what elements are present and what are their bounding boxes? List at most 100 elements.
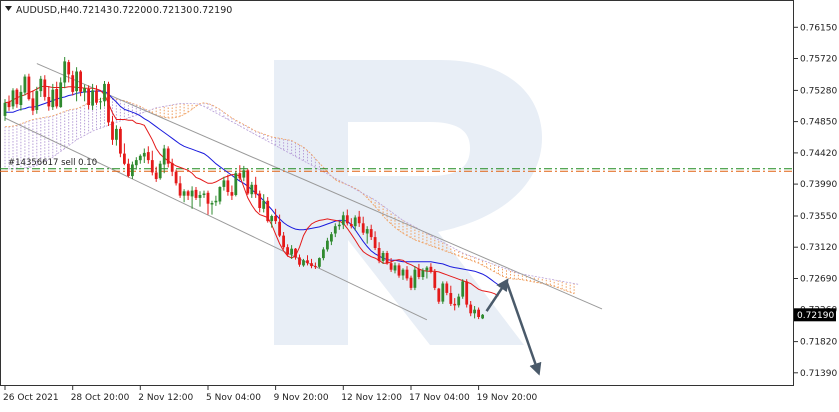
candle-body <box>222 180 226 187</box>
candle-body <box>246 170 250 194</box>
y-tick-label: 0.75280 <box>800 86 837 96</box>
candle-body <box>385 253 389 264</box>
candle-body <box>3 102 7 116</box>
trend-channel <box>4 63 603 321</box>
y-tick-label: 0.73550 <box>800 212 837 222</box>
candle-body <box>150 160 154 173</box>
candle-body <box>302 260 305 266</box>
candle-body <box>441 283 445 302</box>
candle-body <box>393 265 397 271</box>
candle-body <box>274 216 277 222</box>
candle-body <box>234 173 238 195</box>
candle-body <box>330 234 333 242</box>
candle-body <box>481 314 484 319</box>
candle-body <box>174 171 178 184</box>
tenkan-sen-line <box>4 85 499 297</box>
candle-body <box>262 200 266 209</box>
candle-body <box>87 89 90 105</box>
forecast-arrow-up <box>485 278 509 312</box>
candle-body <box>409 277 413 288</box>
candle-body <box>83 88 86 93</box>
candle-body <box>401 269 405 276</box>
candle-body <box>230 192 234 196</box>
candle-body <box>51 89 55 108</box>
candle-body <box>99 101 102 103</box>
candle-body <box>389 263 393 270</box>
candle-body <box>377 248 381 262</box>
ichimoku-cloud <box>4 97 579 295</box>
forecast-arrows <box>485 278 542 376</box>
candle-body <box>318 258 321 267</box>
candle-body <box>186 191 190 196</box>
candle-body <box>369 229 373 238</box>
candle-body <box>294 248 297 258</box>
candle-body <box>413 269 417 288</box>
candle-body <box>55 89 59 107</box>
senkou-span-b <box>5 103 579 285</box>
plot-area-border <box>0 0 794 386</box>
candle-body <box>250 184 254 195</box>
candle-body <box>43 79 47 97</box>
candle-body <box>322 249 325 259</box>
current-price-tag: 0.72190 <box>794 308 836 322</box>
candle-body <box>349 224 353 227</box>
candle-body <box>437 288 441 302</box>
candle-body <box>91 90 94 106</box>
y-tick-label: 0.75720 <box>800 55 837 65</box>
candle-body <box>182 191 186 196</box>
header-symbol: AUDUSD,H4 <box>16 5 73 16</box>
x-tick-label: 5 Nov 04:00 <box>206 393 261 403</box>
candle-body <box>127 163 130 176</box>
candle-body <box>278 221 281 236</box>
candle-body <box>119 128 122 154</box>
x-tick-label: 12 Nov 12:00 <box>341 393 402 403</box>
candle-body <box>353 217 357 227</box>
senkou-span-a <box>5 97 575 295</box>
candle-body <box>469 304 473 314</box>
candle-body <box>286 247 289 255</box>
channel-upper-line <box>36 63 603 310</box>
candle-body <box>190 190 194 197</box>
candle-body <box>23 76 27 93</box>
collapse-triangle-icon[interactable] <box>5 6 12 11</box>
candle-body <box>433 271 437 288</box>
candle-body <box>166 148 170 164</box>
candle-body <box>218 187 222 202</box>
header-low: 0.72130 <box>153 5 192 16</box>
y-tick-label: 0.74420 <box>800 149 837 159</box>
candle-body <box>242 170 246 178</box>
candle-body <box>79 71 82 92</box>
candle-body <box>306 260 309 264</box>
candle-body <box>107 83 110 123</box>
candle-body <box>477 309 480 317</box>
candle-body <box>27 76 31 100</box>
candle-body <box>31 98 35 111</box>
candle-body <box>270 216 274 222</box>
candle-body <box>421 270 425 277</box>
x-tick-label: 19 Nov 20:00 <box>477 393 538 403</box>
y-tick-label: 0.76150 <box>800 23 837 33</box>
candle-body <box>425 267 429 271</box>
x-tick-label: 9 Nov 20:00 <box>274 393 329 403</box>
header-open: 0.72143 <box>73 5 112 16</box>
candle-body <box>298 257 301 265</box>
candle-body <box>461 281 465 297</box>
candle-body <box>162 148 166 165</box>
time-axis: 26 Oct 2021 28 Oct 20:00 2 Nov 12:00 5 Nov … <box>3 386 538 403</box>
candle-body <box>206 192 210 204</box>
candle-body <box>333 226 337 234</box>
candle-body <box>138 155 142 161</box>
candle-body <box>131 164 134 177</box>
order-label[interactable]: #14356617 sell 0.10 <box>8 158 97 168</box>
candle-body <box>465 281 469 305</box>
candle-body <box>417 269 421 277</box>
candle-body <box>254 184 258 195</box>
candle-body <box>178 183 182 196</box>
candle-body <box>226 180 230 192</box>
forecast-arrow-down <box>505 280 542 376</box>
candle-body <box>103 83 106 102</box>
candle-body <box>63 61 67 83</box>
candle-body <box>282 235 285 248</box>
